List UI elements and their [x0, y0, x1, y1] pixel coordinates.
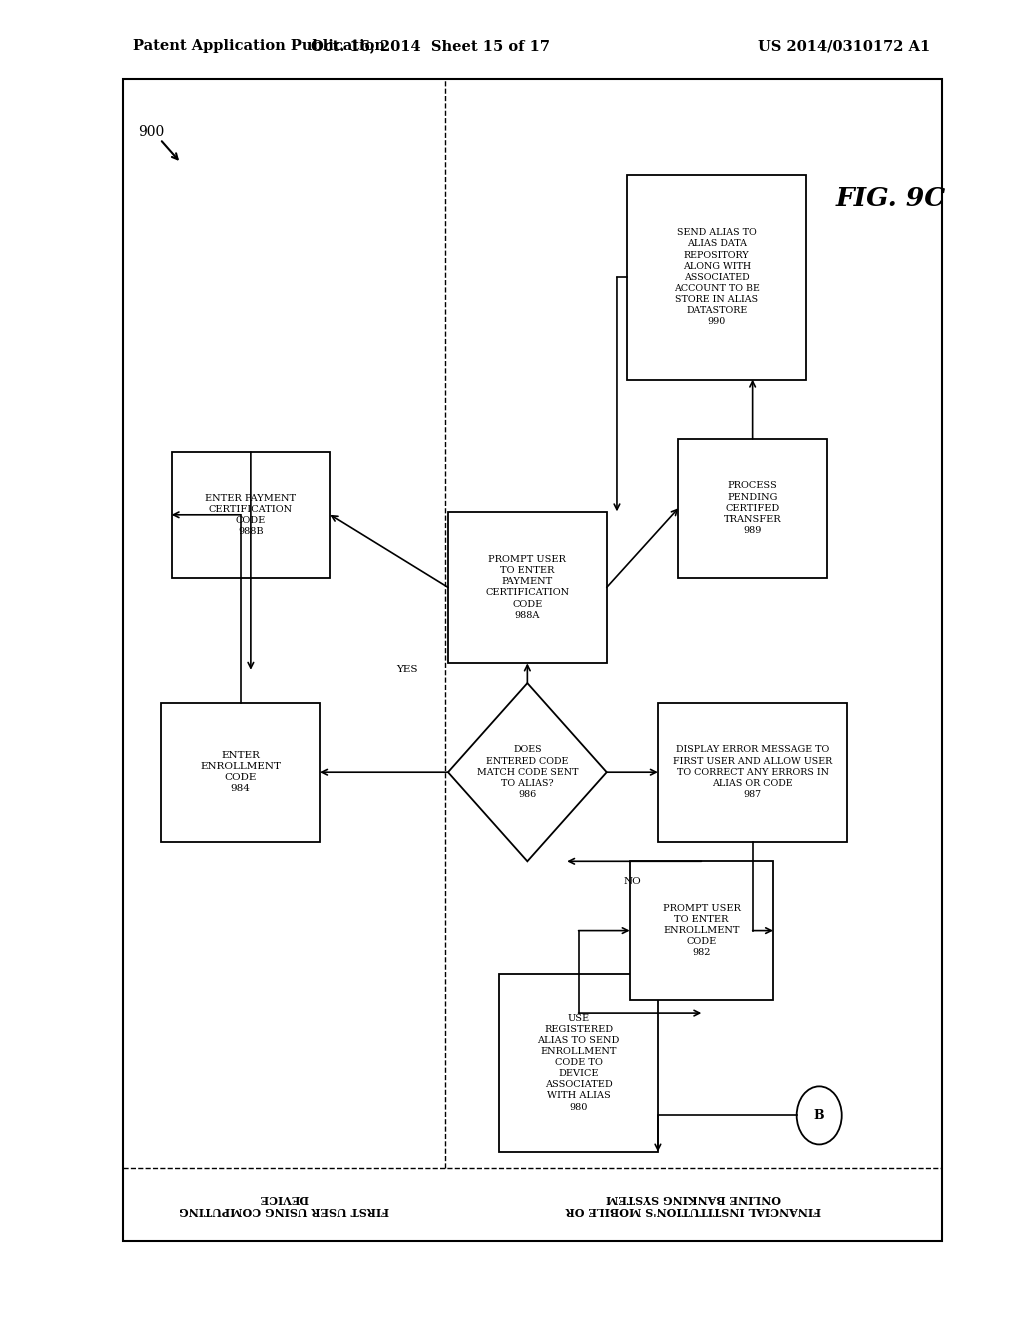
Bar [123, 79, 942, 1241]
Bar [499, 974, 657, 1151]
Text: NO: NO [624, 876, 641, 886]
Text: PROCESS
PENDING
CERTIFED
TRANSFER
989: PROCESS PENDING CERTIFED TRANSFER 989 [724, 482, 781, 535]
Bar [161, 704, 319, 842]
Bar [449, 511, 606, 663]
Polygon shape [449, 684, 606, 862]
Text: YES: YES [396, 665, 418, 675]
Text: FIRST USER USING COMPUTING
DEVICE: FIRST USER USING COMPUTING DEVICE [179, 1192, 389, 1217]
Text: FINANCIAL INSTITUTION'S MOBILE OR
ONLINE BANKING SYSTEM: FINANCIAL INSTITUTION'S MOBILE OR ONLINE… [566, 1192, 821, 1217]
Text: Oct. 16, 2014  Sheet 15 of 17: Oct. 16, 2014 Sheet 15 of 17 [310, 40, 550, 53]
Text: PROMPT USER
TO ENTER
PAYMENT
CERTIFICATION
CODE
988A: PROMPT USER TO ENTER PAYMENT CERTIFICATI… [485, 556, 569, 619]
Text: B: B [814, 1109, 824, 1122]
Text: FIG. 9C: FIG. 9C [836, 186, 946, 210]
Bar [678, 438, 827, 578]
Text: DISPLAY ERROR MESSAGE TO
FIRST USER AND ALLOW USER
TO CORRECT ANY ERRORS IN
ALIA: DISPLAY ERROR MESSAGE TO FIRST USER AND … [673, 746, 833, 799]
Text: DOES
ENTERED CODE
MATCH CODE SENT
TO ALIAS?
986: DOES ENTERED CODE MATCH CODE SENT TO ALI… [476, 746, 579, 799]
Text: 900: 900 [138, 125, 165, 139]
Text: SEND ALIAS TO
ALIAS DATA
REPOSITORY
ALONG WITH
ASSOCIATED
ACCOUNT TO BE
STORE IN: SEND ALIAS TO ALIAS DATA REPOSITORY ALON… [674, 228, 760, 326]
Bar [171, 451, 330, 578]
Text: PROMPT USER
TO ENTER
ENROLLMENT
CODE
982: PROMPT USER TO ENTER ENROLLMENT CODE 982 [663, 904, 740, 957]
Bar [627, 176, 806, 380]
Text: USE
REGISTERED
ALIAS TO SEND
ENROLLMENT
CODE TO
DEVICE
ASSOCIATED
WITH ALIAS
980: USE REGISTERED ALIAS TO SEND ENROLLMENT … [538, 1014, 620, 1111]
Text: ENTER PAYMENT
CERTIFICATION
CODE
988B: ENTER PAYMENT CERTIFICATION CODE 988B [206, 494, 296, 536]
Circle shape [797, 1086, 842, 1144]
Bar [630, 862, 773, 1001]
Text: US 2014/0310172 A1: US 2014/0310172 A1 [758, 40, 930, 53]
Text: ENTER
ENROLLMENT
CODE
984: ENTER ENROLLMENT CODE 984 [200, 751, 282, 793]
Bar [657, 704, 847, 842]
Text: Patent Application Publication: Patent Application Publication [133, 40, 385, 53]
